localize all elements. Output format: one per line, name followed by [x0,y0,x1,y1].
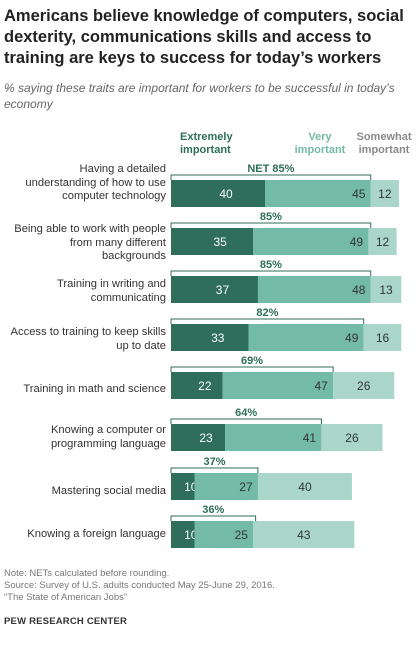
net-bracket [170,467,259,473]
data-label: 26 [357,379,371,393]
category-label: Having a detailed understanding of how t… [25,163,166,202]
chart-subtitle: % saying these traits are important for … [4,81,395,111]
net-bracket [170,174,372,180]
data-label: 49 [350,235,364,249]
data-label: 41 [303,431,317,445]
data-label: 37 [216,283,230,297]
bar-segment [333,372,395,399]
bar-segment [171,372,223,399]
category-label: Training in math and science [23,383,166,395]
chart-title: Americans believe knowledge of computers… [4,7,404,67]
data-label: 13 [379,283,393,297]
data-label: 10 [184,528,198,542]
data-label: 22 [198,379,212,393]
data-label: 12 [378,187,392,201]
bar-segment [370,276,402,303]
net-label: NET 85% [247,163,294,175]
bar-segment [222,372,334,399]
category-label: Access to training to keep skills up to … [10,326,166,352]
net-label: 64% [235,407,257,419]
legend-very-important: Very important [294,131,346,156]
data-label: 40 [219,187,233,201]
bar-segment [368,228,397,255]
net-label: 82% [256,307,278,319]
data-label: 45 [352,187,366,201]
net-label: 69% [241,355,263,367]
bar-segment [171,424,226,451]
bar-segment [171,521,195,548]
data-label: 40 [298,480,312,494]
bar-segment [370,180,399,207]
data-label: 47 [314,379,328,393]
data-label: 35 [213,235,227,249]
bar-segment [171,473,195,500]
category-label: Knowing a foreign language [27,528,166,540]
report-text: “The State of American Jobs” [4,592,128,603]
data-label: 27 [239,480,253,494]
bar-segment [171,324,249,351]
data-label: 16 [376,331,390,345]
organization-name: PEW RESEARCH CENTER [4,616,128,627]
bar-segment [194,521,254,548]
net-label: 85% [260,259,282,271]
bar-segment [257,276,371,303]
net-bracket [170,418,322,424]
net-label: 36% [202,504,224,516]
data-label: 23 [199,431,213,445]
bar-segment [265,180,371,207]
data-label: 25 [235,528,249,542]
data-label: 10 [184,480,198,494]
data-label: 43 [297,528,311,542]
bar-segment [253,521,355,548]
category-label: Training in writing and communicating [56,278,166,304]
data-label: 33 [211,331,225,345]
bar-segment [253,228,369,255]
bar-segment [248,324,364,351]
net-bracket [170,515,257,521]
bar-segment [171,228,254,255]
net-bracket [170,318,365,324]
bar-segment [363,324,402,351]
net-bracket [170,222,372,228]
bar-segment [321,424,383,451]
source-text: Source: Survey of U.S. adults conducted … [4,580,275,591]
bar-segment [225,424,322,451]
net-label: 85% [260,211,282,223]
bar-segment [257,473,352,500]
net-bracket [170,270,372,276]
category-label: Knowing a computer or programming langua… [50,424,166,450]
data-label: 12 [376,235,390,249]
data-label: 26 [345,431,359,445]
bar-segment [171,180,265,207]
bar-segment [171,276,258,303]
notes: Note: NETs calculated before rounding. S… [4,568,416,604]
legend-extremely-important: Extremely important [180,131,233,156]
legend-somewhat-important: Somewhat important [356,131,412,156]
net-bracket [170,366,334,372]
category-label: Being able to work with people from many… [14,223,166,262]
note-text: Note: NETs calculated before rounding. [4,568,170,579]
data-label: 49 [345,331,359,345]
data-label: 48 [352,283,366,297]
net-label: 37% [203,456,225,468]
bar-segment [194,473,258,500]
category-label: Mastering social media [51,485,166,497]
